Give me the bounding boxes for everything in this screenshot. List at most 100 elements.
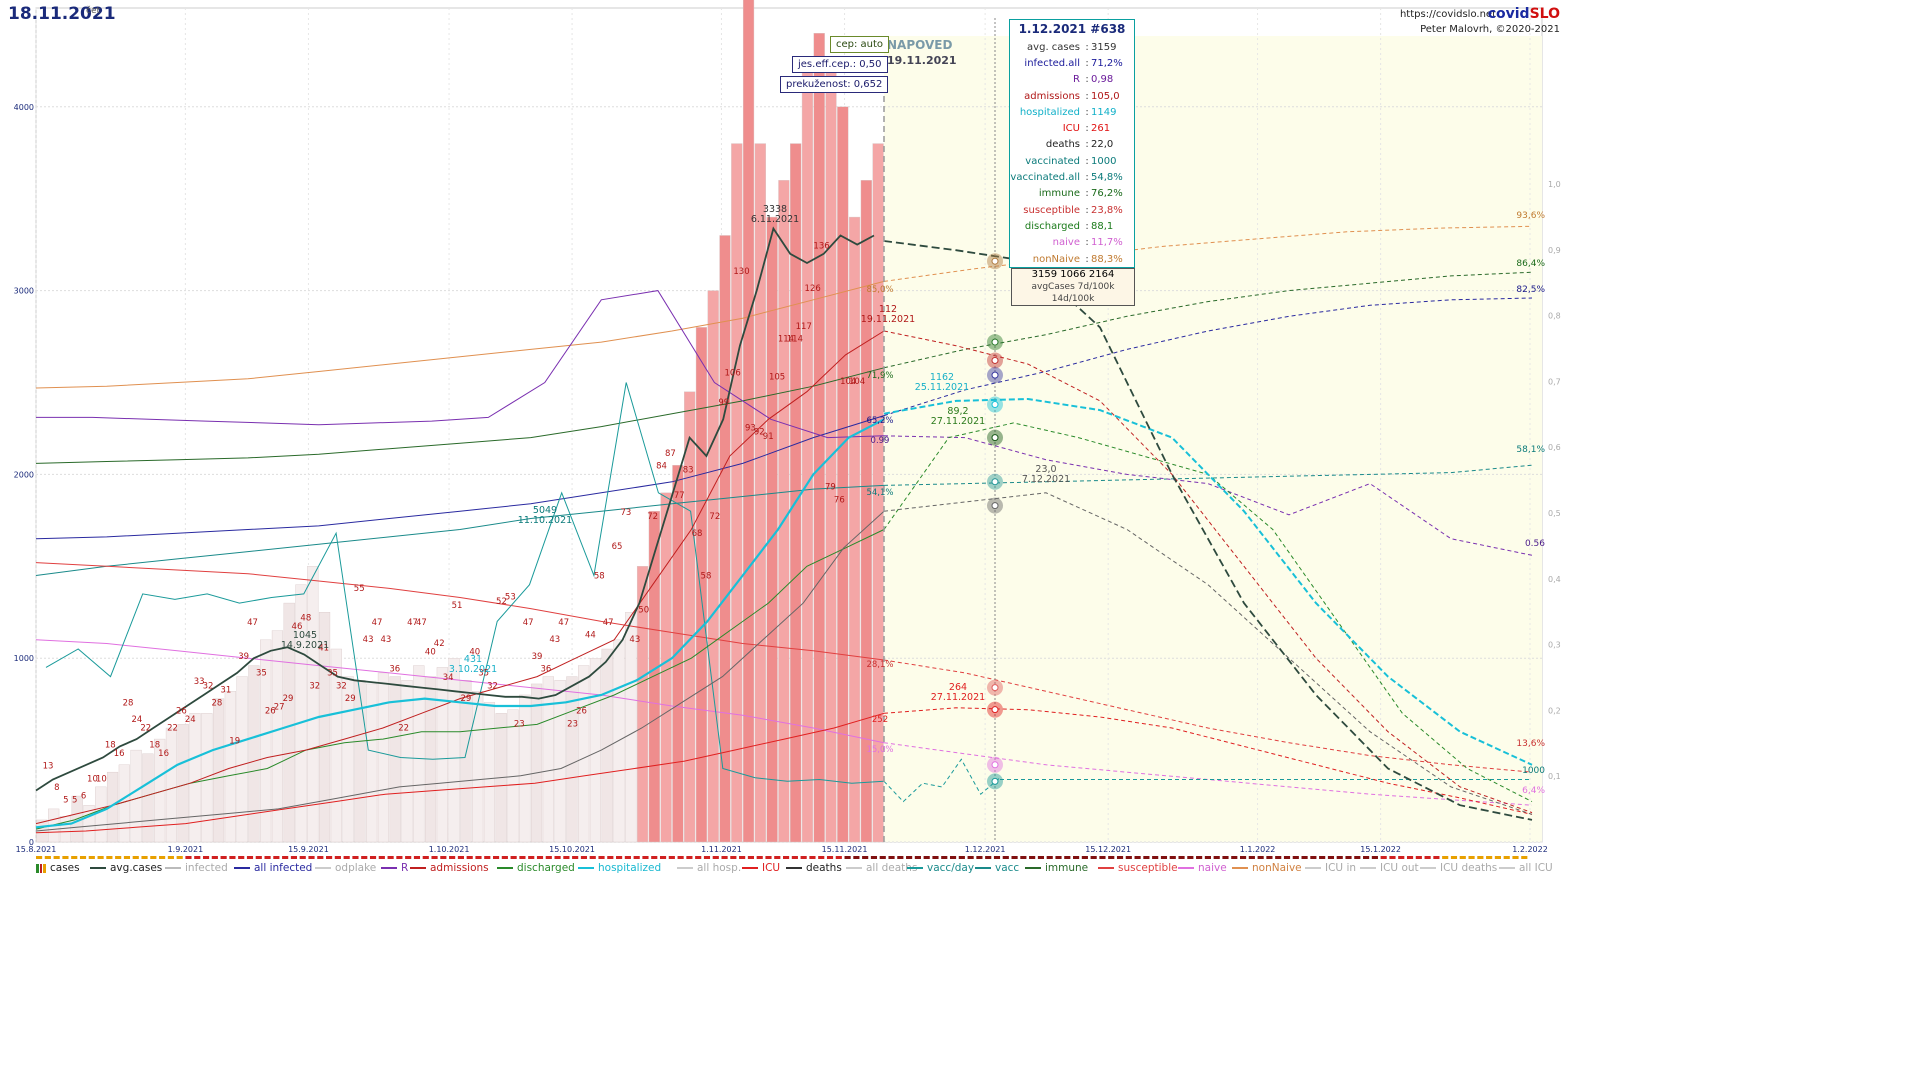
series-end-label: 82,5%	[1516, 285, 1545, 295]
date-strip-cell	[1433, 856, 1440, 859]
series-boundary-label: 54,1%	[866, 488, 893, 498]
tooltip-row-value: 11,7%	[1091, 237, 1123, 249]
date-strip-cell	[387, 856, 394, 859]
y-tick-label: 0	[29, 838, 34, 847]
date-strip-cell	[308, 856, 315, 859]
legend-item[interactable]: nonNaive	[1232, 862, 1302, 874]
legend-item[interactable]: odplake	[315, 862, 376, 874]
forecast-region	[884, 36, 1542, 842]
admission-label: 72	[709, 512, 720, 522]
legend-swatch	[578, 867, 594, 869]
legend-swatch	[1360, 867, 1376, 869]
admission-label: 10	[96, 774, 107, 784]
legend-item[interactable]: all hosp.	[677, 862, 741, 874]
admission-label: 55	[354, 584, 365, 594]
date-strip-cell	[1152, 856, 1159, 859]
legend-item[interactable]: discharged	[497, 862, 575, 874]
legend-swatch	[315, 867, 331, 869]
prekuzenost-param-box[interactable]: prekuženost: 0,652	[780, 76, 889, 93]
date-strip-cell	[71, 856, 78, 859]
legend-item[interactable]: ICU deaths	[1420, 862, 1497, 874]
tooltip-row-value: 1000	[1091, 155, 1117, 167]
admission-label: 126	[805, 284, 821, 294]
immune-forecast	[883, 271, 1533, 369]
legend-item[interactable]: vacc	[975, 862, 1019, 874]
date-strip-cell	[862, 856, 869, 859]
annotation-date: 6.11.2021	[751, 214, 799, 225]
cases-bar	[695, 327, 708, 843]
date-strip-cell	[1406, 856, 1414, 859]
legend-item[interactable]: hospitalized	[578, 862, 661, 874]
cases-bar	[754, 143, 766, 843]
icu-line	[35, 712, 885, 834]
cep-param-box[interactable]: cep: auto	[830, 36, 890, 53]
y2-tick-label: 0,1	[1548, 772, 1561, 781]
legend-item[interactable]: avg.cases	[90, 862, 162, 874]
cursor-marker	[991, 502, 999, 510]
tooltip-row-label: admissions	[1024, 90, 1080, 102]
admission-label: 23	[514, 719, 525, 729]
date-strip-cell	[844, 856, 851, 859]
legend-item[interactable]: all ICU	[1499, 862, 1553, 874]
legend-item[interactable]: admissions	[410, 862, 489, 874]
legend-item[interactable]: all infected	[234, 862, 312, 874]
site-url[interactable]: https://covidslo.net	[1399, 9, 1496, 20]
admission-label: 28	[212, 698, 223, 708]
y-tick-label: 2000	[14, 470, 34, 479]
tooltip-row-value: 22,0	[1091, 139, 1114, 151]
legend-label: ICU out	[1380, 862, 1419, 874]
legend-item[interactable]: ICU	[742, 862, 780, 874]
date-strip-cell	[1512, 856, 1519, 859]
date-strip-cell	[176, 856, 183, 859]
date-strip-cell	[826, 856, 834, 859]
cases-bar	[860, 180, 872, 843]
date-strip-cell	[958, 856, 965, 859]
date-strip-cell	[405, 856, 412, 859]
naive-line	[35, 639, 885, 744]
cases-bar	[189, 713, 201, 843]
tooltip-row-value: 105,0	[1091, 90, 1120, 102]
legend-item[interactable]: ICU out	[1360, 862, 1419, 874]
date-strip-cell	[1116, 856, 1124, 859]
date-strip-cell	[572, 856, 579, 859]
date-strip-cell	[334, 856, 341, 859]
admission-label: 6	[81, 791, 86, 801]
date-strip-cell	[554, 856, 561, 859]
legend-item[interactable]: infected	[165, 862, 228, 874]
y2-tick-label: 0,5	[1548, 509, 1561, 518]
admission-label: 27	[274, 702, 285, 712]
date-strip-cell	[1239, 856, 1247, 859]
legend-item[interactable]: susceptible	[1098, 862, 1178, 874]
date-strip-cell	[1073, 856, 1080, 859]
tooltip-row-label: R	[1073, 74, 1080, 86]
legend-item[interactable]: R	[381, 862, 408, 874]
admission-label: 22	[398, 724, 409, 734]
date-strip-cell	[282, 856, 289, 859]
admission-label: 130	[733, 267, 749, 277]
admission-label: 40	[469, 648, 480, 658]
cases-bar	[472, 691, 484, 843]
cases-bar	[130, 749, 142, 843]
tooltip-row-label: hospitalized	[1019, 106, 1080, 118]
legend-item[interactable]: immune	[1025, 862, 1088, 874]
annotation-value: 89,2	[947, 406, 968, 417]
date-strip-cell	[932, 856, 939, 859]
legend-item[interactable]: naive	[1178, 862, 1227, 874]
tooltip-row: naive:11,7%	[1010, 235, 1134, 251]
legend-item[interactable]: ICU in	[1305, 862, 1356, 874]
annotation-value: 112	[879, 304, 897, 315]
cases-bar	[589, 658, 602, 843]
legend-item[interactable]: cases	[36, 862, 80, 874]
legend-swatch	[1420, 867, 1436, 869]
date-strip-cell	[1187, 856, 1194, 859]
annotation-date: 11.10.2021	[518, 515, 572, 526]
date-strip-cell	[36, 856, 43, 859]
legend-item[interactable]: all deaths	[846, 862, 917, 874]
tooltip-row-separator: :	[1085, 123, 1089, 135]
date-strip-cell	[809, 856, 816, 859]
date-strip-cell	[1231, 856, 1238, 859]
legend-item[interactable]: vacc/day	[907, 862, 974, 874]
cases-bar	[719, 235, 731, 843]
legend-item[interactable]: deaths	[786, 862, 842, 874]
jes-eff-param-box[interactable]: jes.eff.cep.: 0,50	[792, 56, 888, 73]
